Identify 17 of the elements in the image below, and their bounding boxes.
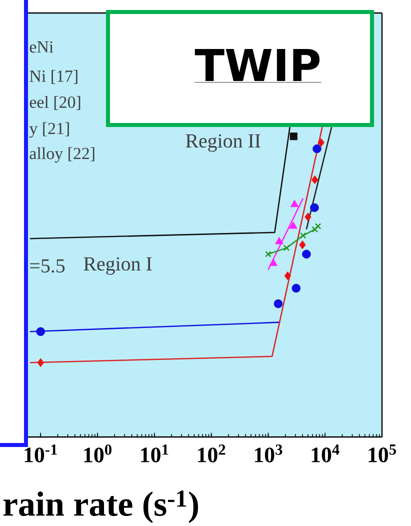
annotation: Region II bbox=[186, 134, 260, 152]
annotation: y [21] bbox=[29, 122, 69, 138]
text: Ni [17] bbox=[30, 70, 78, 84]
annotation: alloy [22] bbox=[30, 147, 94, 163]
x-tick-label: 10$^{1}$ bbox=[141, 444, 168, 462]
annotation: =5.5 bbox=[30, 259, 65, 273]
x-tick-label: 10$^{4}$ bbox=[312, 444, 340, 462]
text: eel [20] bbox=[30, 96, 80, 110]
x-tick-label: 10$^{5}$ bbox=[368, 444, 396, 462]
x-tick-label: 10$^{0}$ bbox=[84, 444, 112, 462]
x-tick-label: 10$^{2}$ bbox=[198, 444, 226, 462]
text: TWIP bbox=[194, 49, 320, 81]
annotation: Region I bbox=[84, 257, 152, 275]
text: eNi bbox=[30, 41, 54, 53]
x-axis-title: rain rate (s$^{-1}$) bbox=[3, 490, 198, 524]
x-tick-label: 10$^{-1}$ bbox=[24, 444, 57, 462]
x-tick-label: 10$^{3}$ bbox=[254, 444, 282, 462]
